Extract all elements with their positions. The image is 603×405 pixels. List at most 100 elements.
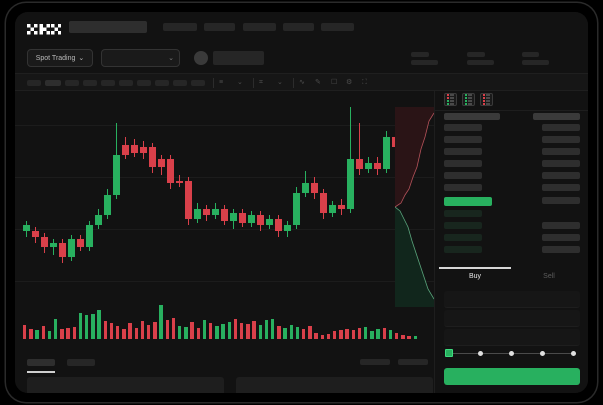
slider-handle[interactable]: [445, 349, 453, 357]
depth-chart-overlay: [395, 107, 434, 307]
slider-dot-3[interactable]: [540, 350, 545, 356]
bottom-right-2[interactable]: [398, 359, 428, 365]
volume-bar: [264, 320, 269, 339]
orderbook-ask-size[interactable]: [542, 124, 580, 131]
orderbook-ask-size[interactable]: [542, 160, 580, 167]
slider-dot-2[interactable]: [509, 350, 514, 356]
bottom-tab-1[interactable]: [27, 359, 55, 366]
candle-body: [104, 195, 111, 215]
candle-body: [185, 181, 192, 219]
price-chart[interactable]: [15, 91, 434, 353]
settings-gear-icon[interactable]: ⚙: [346, 79, 353, 86]
orderbook-bid-price[interactable]: [444, 222, 482, 229]
orderbook-ask-price[interactable]: [444, 160, 482, 167]
toolbar-item-6[interactable]: [119, 80, 133, 86]
toolbar-item-4[interactable]: [83, 80, 97, 86]
orderbook-view-bids-icon[interactable]: [462, 93, 475, 106]
toolbar-item-2[interactable]: [45, 80, 61, 86]
orderbook-ask-price[interactable]: [444, 184, 482, 191]
screen: Spot Trading ⌄ ⌄ ≡ ⌄ ⌗ ⌄ ∿ ✎ ☐ ⚙ ⛶: [15, 12, 588, 393]
search-input[interactable]: [69, 21, 147, 33]
volume-bar: [165, 320, 169, 339]
candle-body: [149, 147, 156, 167]
orderbook-spread-row: [444, 197, 492, 206]
toolbar-item-8[interactable]: [155, 80, 169, 86]
orderbook-ask-size[interactable]: [542, 148, 580, 155]
volume-bar: [78, 313, 83, 339]
toolbar-item-3[interactable]: [65, 80, 79, 86]
interval-icon[interactable]: ≡: [219, 79, 224, 86]
candle-body: [347, 159, 354, 209]
toolbar-item-7[interactable]: [137, 80, 151, 86]
chevron-down-icon-2[interactable]: ⌄: [277, 79, 283, 86]
orderbook-bid-price[interactable]: [444, 210, 482, 217]
candle-body: [275, 219, 282, 231]
submit-buy-button[interactable]: [444, 368, 580, 385]
nav-item-4[interactable]: [283, 23, 314, 31]
toolbar-divider-1: [213, 78, 214, 88]
candle-body: [41, 237, 48, 247]
orderbook-spread-size[interactable]: [542, 197, 580, 204]
pencil-icon[interactable]: ✎: [315, 79, 321, 86]
volume-bar: [35, 330, 39, 339]
order-total-field[interactable]: [444, 329, 580, 346]
volume-bar: [227, 322, 231, 339]
candle-body: [365, 163, 372, 169]
candle-body: [284, 225, 291, 231]
volume-bar: [395, 333, 399, 339]
orderbook-rows: [435, 113, 588, 265]
orderbook-header-size[interactable]: [533, 113, 580, 120]
volume-bar: [134, 328, 138, 339]
orderbook-ask-size[interactable]: [542, 184, 580, 191]
trading-pair-dropdown[interactable]: ⌄: [101, 49, 180, 67]
bottom-tab-2[interactable]: [67, 359, 95, 366]
nav-item-3[interactable]: [243, 23, 276, 31]
chart-type-icon[interactable]: ⌗: [259, 79, 263, 86]
divider: [435, 110, 588, 111]
toolbar-item-9[interactable]: [173, 80, 187, 86]
orderbook-bid-size[interactable]: [542, 234, 580, 241]
orderbook-view-toggles: [444, 93, 493, 106]
okx-logo[interactable]: [27, 22, 62, 35]
candle-body: [239, 213, 246, 223]
candle-body: [311, 183, 318, 193]
nav-item-2[interactable]: [204, 23, 235, 31]
orderbook-view-both-icon[interactable]: [444, 93, 457, 106]
toolbar-item-10[interactable]: [191, 80, 205, 86]
orderbook-bid-price[interactable]: [444, 246, 482, 253]
volume-bar: [140, 321, 145, 339]
toolbar-item-5[interactable]: [101, 80, 115, 86]
bottom-right-1[interactable]: [360, 359, 390, 365]
orderbook-ask-price[interactable]: [444, 148, 482, 155]
toolbar-item-1[interactable]: [27, 80, 41, 86]
orderbook-view-asks-icon[interactable]: [480, 93, 493, 106]
order-amount-slider[interactable]: [445, 349, 579, 357]
nav-item-1[interactable]: [163, 23, 197, 31]
orderbook-ask-price[interactable]: [444, 172, 482, 179]
orderbook-bid-size[interactable]: [542, 222, 580, 229]
orderbook-ask-size[interactable]: [542, 172, 580, 179]
orderbook-bid-price[interactable]: [444, 234, 482, 241]
orderbook-bid-size[interactable]: [542, 246, 580, 253]
nav-item-5[interactable]: [321, 23, 354, 31]
chevron-down-icon: ⌄: [168, 55, 174, 62]
orderbook-ask-price[interactable]: [444, 124, 482, 131]
indicator-wave-icon[interactable]: ∿: [299, 79, 305, 86]
slider-dot-1[interactable]: [478, 350, 483, 356]
orderbook-ask-price[interactable]: [444, 113, 500, 120]
order-amount-field[interactable]: [444, 310, 580, 327]
slider-dot-4[interactable]: [571, 350, 576, 356]
stat-2: [467, 52, 494, 65]
orderbook-ask-price[interactable]: [444, 136, 482, 143]
tab-buy[interactable]: Buy: [468, 273, 482, 280]
fullscreen-icon[interactable]: ⛶: [362, 79, 367, 86]
order-book-panel: Buy Sell: [434, 91, 588, 393]
tab-sell[interactable]: Sell: [543, 273, 555, 280]
orderbook-ask-size[interactable]: [542, 136, 580, 143]
market-type-dropdown[interactable]: Spot Trading ⌄: [27, 49, 93, 67]
candle-body: [230, 213, 237, 221]
chevron-down-icon-1[interactable]: ⌄: [237, 79, 243, 86]
order-price-field[interactable]: [444, 291, 580, 308]
active-tab-underline: [27, 371, 55, 373]
camera-icon[interactable]: ☐: [331, 79, 338, 86]
